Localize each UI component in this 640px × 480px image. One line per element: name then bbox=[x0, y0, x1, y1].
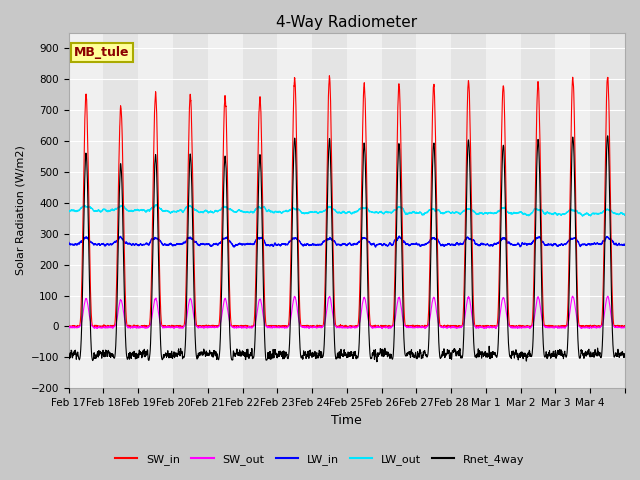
Bar bbox=[381, 33, 417, 388]
Bar bbox=[243, 33, 277, 388]
Bar bbox=[277, 33, 312, 388]
X-axis label: Time: Time bbox=[332, 414, 362, 427]
Bar bbox=[312, 33, 347, 388]
Bar bbox=[590, 33, 625, 388]
Legend: SW_in, SW_out, LW_in, LW_out, Rnet_4way: SW_in, SW_out, LW_in, LW_out, Rnet_4way bbox=[111, 450, 529, 469]
Bar bbox=[556, 33, 590, 388]
Bar bbox=[104, 33, 138, 388]
Bar bbox=[417, 33, 451, 388]
Bar bbox=[68, 33, 104, 388]
Bar bbox=[521, 33, 556, 388]
Bar bbox=[347, 33, 381, 388]
Bar bbox=[173, 33, 208, 388]
Title: 4-Way Radiometer: 4-Way Radiometer bbox=[276, 15, 417, 30]
Bar bbox=[208, 33, 243, 388]
Text: MB_tule: MB_tule bbox=[74, 46, 130, 59]
Bar bbox=[486, 33, 521, 388]
Bar bbox=[451, 33, 486, 388]
Bar bbox=[138, 33, 173, 388]
Y-axis label: Solar Radiation (W/m2): Solar Radiation (W/m2) bbox=[15, 145, 25, 276]
